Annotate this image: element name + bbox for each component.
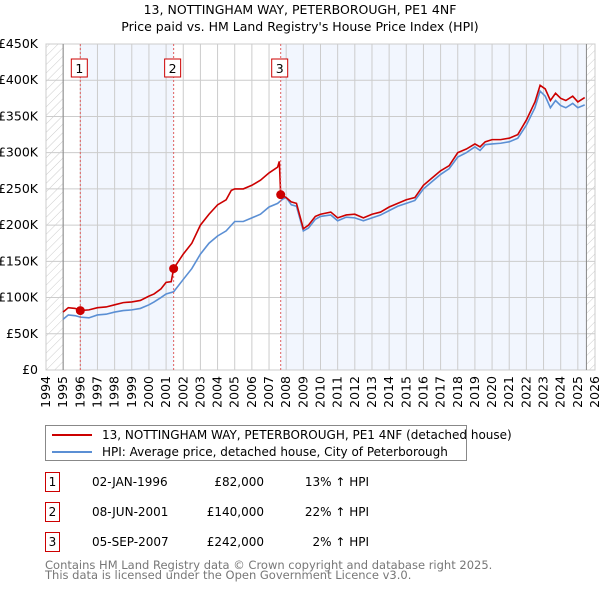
y-tick-label: £0	[22, 362, 38, 377]
sale-point	[169, 264, 179, 274]
x-tick-label: 1995	[55, 376, 70, 408]
x-tick-label: 1999	[124, 376, 139, 408]
x-tick-label: 2011	[330, 376, 345, 408]
sale-marker-number: 2	[169, 61, 177, 76]
x-tick-label: 2002	[175, 376, 190, 408]
legend-label: HPI: Average price, detached house, City…	[102, 445, 448, 459]
x-tick-label: 2012	[347, 376, 362, 408]
sale-date: 02-JAN-1996	[92, 475, 168, 489]
attribution: Contains HM Land Registry data © Crown c…	[45, 558, 493, 582]
sale-price: £140,000	[206, 505, 264, 519]
shaded-period	[80, 44, 174, 370]
sale-number-badge: 3	[45, 532, 60, 552]
y-tick-label: £150K	[0, 253, 39, 268]
x-tick-label: 2014	[381, 376, 396, 408]
x-tick-label: 2024	[553, 376, 568, 408]
price-chart: 13, NOTTINGHAM WAY, PETERBOROUGH, PE1 4N…	[0, 2, 600, 408]
sale-hpi-diff: 13% ↑ HPI	[304, 475, 369, 489]
sale-price: £242,000	[206, 535, 264, 549]
sale-number-badge: 1	[45, 472, 60, 492]
sale-marker-badge	[70, 58, 88, 78]
chart-title: 13, NOTTINGHAM WAY, PETERBOROUGH, PE1 4N…	[144, 2, 457, 17]
x-tick-label: 1997	[89, 376, 104, 408]
x-tick-label: 2009	[295, 376, 310, 408]
sale-marker-number: 1	[75, 61, 83, 76]
sale-hpi-diff: 2% ↑ HPI	[312, 535, 369, 549]
sale-price: £82,000	[214, 475, 264, 489]
x-tick-label: 2017	[433, 376, 448, 408]
sale-row: 1 02-JAN-1996 £82,000 13% ↑ HPI	[44, 472, 444, 492]
y-tick-label: £100K	[0, 290, 39, 305]
x-tick-label: 2021	[501, 376, 516, 408]
license-line: This data is licensed under the Open Gov…	[45, 568, 412, 582]
sale-number-badge: 2	[45, 502, 60, 522]
x-tick-label: 2025	[570, 376, 585, 408]
x-tick-label: 2018	[450, 376, 465, 408]
x-tick-label: 2006	[244, 376, 259, 408]
x-tick-label: 2016	[415, 376, 430, 408]
x-tick-label: 1996	[72, 376, 87, 408]
sale-date: 08-JUN-2001	[92, 505, 169, 519]
attribution-line: Contains HM Land Registry data © Crown c…	[45, 558, 493, 572]
sale-hpi-diff: 22% ↑ HPI	[304, 505, 369, 519]
sale-point	[75, 306, 85, 316]
sale-marker-badge	[271, 58, 289, 78]
y-tick-label: £50K	[6, 326, 39, 341]
x-tick-label: 2008	[278, 376, 293, 408]
y-tick-label: £450K	[0, 36, 39, 51]
x-tick-label: 2007	[261, 376, 276, 408]
legend-swatch-blue	[52, 451, 92, 453]
x-tick-label: 2015	[398, 376, 413, 408]
no-data-hatch	[586, 44, 595, 370]
y-tick-label: £300K	[0, 145, 39, 160]
x-tick-label: 2020	[484, 376, 499, 408]
y-tick-label: £250K	[0, 181, 39, 196]
x-tick-label: 2004	[210, 376, 225, 408]
no-data-hatch	[46, 44, 64, 370]
x-tick-label: 2013	[364, 376, 379, 408]
hpi-line	[62, 89, 586, 320]
x-tick-label: 2001	[158, 376, 173, 408]
sale-marker-badge	[164, 58, 182, 78]
y-tick-label: £200K	[0, 217, 39, 232]
x-tick-label: 2010	[313, 376, 328, 408]
chart-subtitle: Price paid vs. HM Land Registry's House …	[121, 19, 478, 34]
sale-marker-number: 3	[276, 61, 284, 76]
y-tick-label: £350K	[0, 108, 39, 123]
legend: 13, NOTTINGHAM WAY, PETERBOROUGH, PE1 4N…	[45, 425, 512, 461]
x-tick-label: 2022	[518, 376, 533, 408]
sale-row: 3 05-SEP-2007 £242,000 2% ↑ HPI	[44, 532, 444, 552]
x-tick-label: 2019	[467, 376, 482, 408]
sale-date: 05-SEP-2007	[92, 535, 169, 549]
x-tick-label: 2000	[141, 376, 156, 408]
x-tick-label: 1994	[38, 376, 53, 408]
x-tick-label: 2026	[587, 376, 600, 408]
x-tick-label: 2005	[227, 376, 242, 408]
x-tick-label: 2003	[192, 376, 207, 408]
sale-row: 2 08-JUN-2001 £140,000 22% ↑ HPI	[44, 502, 444, 522]
x-tick-label: 2023	[536, 376, 551, 408]
shaded-period	[280, 44, 587, 370]
legend-label: 13, NOTTINGHAM WAY, PETERBOROUGH, PE1 4N…	[102, 428, 512, 442]
sale-point	[276, 190, 286, 200]
price-paid-line	[62, 84, 586, 313]
y-tick-label: £400K	[0, 72, 39, 87]
x-tick-label: 1998	[107, 376, 122, 408]
legend-swatch-red	[52, 434, 92, 436]
